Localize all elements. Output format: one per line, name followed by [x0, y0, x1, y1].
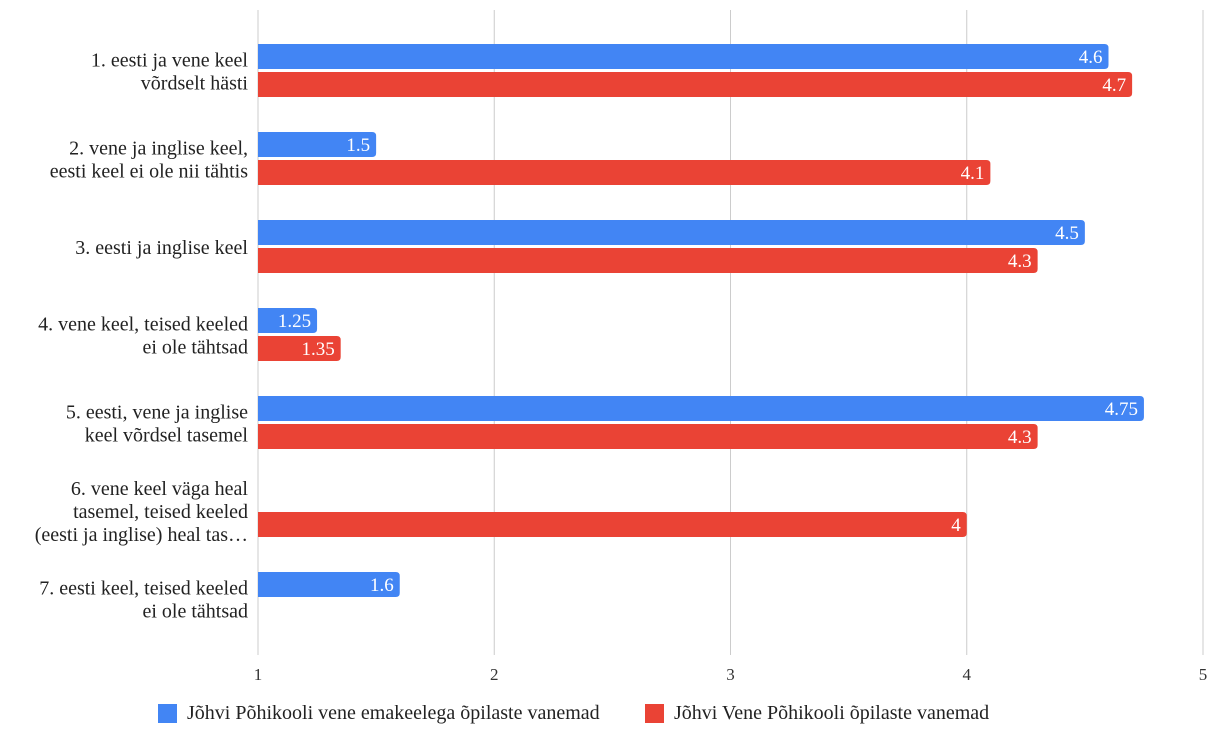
category-label-line: 6. vene keel väga heal [71, 478, 249, 500]
bar-series-1 [258, 220, 1085, 245]
category-label: 3. eesti ja inglise keel [75, 237, 248, 259]
category-label-line: 7. eesti keel, teised keeled [39, 578, 248, 600]
category-label-line: ei ole tähtsad [142, 337, 248, 359]
x-axis-ticks: 1 2 3 4 5 [254, 665, 1208, 684]
category-label-line: ei ole tähtsad [142, 601, 248, 623]
bar-series-1 [258, 44, 1109, 69]
x-tick-label: 3 [726, 665, 735, 684]
category-label-line: 1. eesti ja vene keel [91, 50, 249, 72]
category-label: 7. eesti keel, teised keeled ei ole tähts… [39, 578, 248, 623]
category-label: 2. vene ja inglise keel, eesti keel ei ol… [50, 138, 248, 183]
bar-value-label: 4.75 [1105, 399, 1138, 420]
bar-value-label: 1.5 [346, 135, 370, 156]
bar-value-label: 1.35 [301, 339, 334, 360]
x-tick-label: 4 [963, 665, 972, 684]
bar-series-2 [258, 160, 990, 185]
category-label: 4. vene keel, teised keeled ei ole tähtsa… [38, 314, 248, 359]
category-label: 1. eesti ja vene keel võrdselt hästi [91, 50, 249, 95]
x-tick-label: 2 [490, 665, 499, 684]
category-label-line: 3. eesti ja inglise keel [75, 237, 248, 259]
x-tick-label: 1 [254, 665, 263, 684]
bar-series-2 [258, 72, 1132, 97]
legend-label-1: Jõhvi Põhikooli vene emakeelega õpilaste… [187, 702, 600, 724]
bar-series-2 [258, 248, 1038, 273]
legend-swatch-1 [158, 704, 177, 723]
bar-value-label: 4.7 [1102, 75, 1126, 96]
bar-value-label: 4.1 [961, 163, 985, 184]
bar-value-label: 1.25 [278, 311, 311, 332]
bar-value-label: 4.5 [1055, 223, 1079, 244]
bar-value-label: 4.3 [1008, 251, 1032, 272]
bar-series-2 [258, 424, 1038, 449]
x-tick-label: 5 [1199, 665, 1208, 684]
category-label: 5. eesti, vene ja inglise keel võrdsel ta… [66, 402, 249, 447]
bar-value-label: 4.6 [1079, 47, 1103, 68]
category-label-line: tasemel, teised keeled [73, 501, 248, 523]
category-label-line: 2. vene ja inglise keel, [69, 138, 248, 160]
bar-series-1 [258, 396, 1144, 421]
category-label-line: 4. vene keel, teised keeled [38, 314, 248, 336]
category-labels: 1. eesti ja vene keel võrdselt hästi 2. ve… [35, 50, 249, 623]
legend: Jõhvi Põhikooli vene emakeelega õpilaste… [158, 702, 989, 724]
category-label-line: eesti keel ei ole nii tähtis [50, 161, 248, 183]
gridlines [258, 10, 1203, 655]
category-label-line: (eesti ja inglise) heal tas… [35, 524, 248, 546]
bars: 4.6 1.5 4.5 1.25 4.75 1.6 4.7 4.1 4.3 1.35 4.3 4 [258, 44, 1144, 597]
bar-series-2 [258, 512, 967, 537]
category-label-line: 5. eesti, vene ja inglise [66, 402, 248, 424]
bar-value-label: 4.3 [1008, 427, 1032, 448]
category-label-line: keel võrdsel tasemel [85, 425, 249, 447]
bar-value-label: 4 [951, 515, 961, 536]
category-label: 6. vene keel väga heal tasemel, teised ke… [35, 478, 249, 546]
bar-value-label: 1.6 [370, 575, 394, 596]
legend-swatch-2 [645, 704, 664, 723]
legend-label-2: Jõhvi Vene Põhikooli õpilaste vanemad [674, 702, 989, 724]
category-label-line: võrdselt hästi [141, 73, 249, 95]
